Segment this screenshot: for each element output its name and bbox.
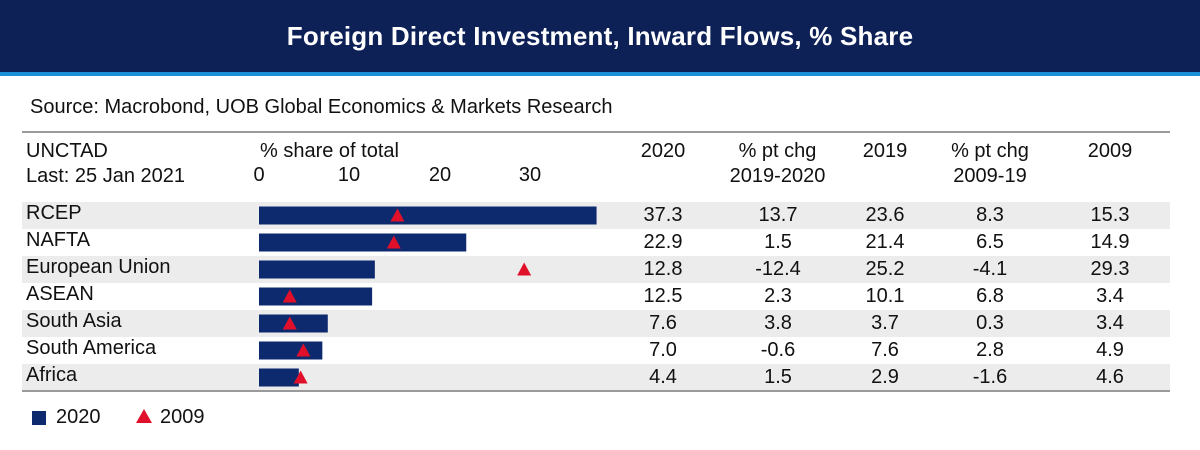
table-row	[22, 310, 1170, 337]
legend-swatch-bar	[32, 411, 46, 425]
bar-2020	[259, 368, 299, 387]
cell-chg-2009-19: -4.1	[972, 258, 1008, 280]
cell-2020: 12.8	[643, 258, 683, 280]
cell-2009: 3.4	[1096, 312, 1124, 334]
cell-2009: 29.3	[1090, 258, 1130, 280]
cell-2019: 7.6	[871, 339, 899, 361]
cell-2020: 4.4	[649, 366, 677, 388]
cell-2019: 3.7	[871, 312, 899, 334]
row-label: South Asia	[26, 310, 122, 332]
chart-title: Foreign Direct Investment, Inward Flows,…	[286, 20, 914, 51]
cell-chg-2019-2020: 2.3	[764, 285, 792, 307]
header-chg2-line2: 2009-19	[953, 165, 1027, 187]
header-last-updated: Last: 25 Jan 2021	[26, 165, 186, 187]
marker-2009	[282, 316, 297, 330]
header-2019: 2019	[862, 140, 908, 162]
cell-chg-2009-19: 8.3	[976, 204, 1004, 226]
title-banner: Foreign Direct Investment, Inward Flows,…	[0, 0, 1200, 76]
cell-2009: 4.9	[1096, 339, 1124, 361]
marker-2009	[517, 262, 532, 276]
cell-2019: 23.6	[865, 204, 905, 226]
header-chg1-line1: % pt chg	[738, 140, 817, 162]
cell-2019: 25.2	[865, 258, 905, 280]
cell-chg-2009-19: 2.8	[976, 339, 1004, 361]
row-label: ASEAN	[26, 283, 94, 305]
bar-2020	[259, 260, 375, 279]
x-tick-label: 0	[253, 164, 265, 186]
table-top-rule	[22, 131, 1170, 133]
cell-2009: 3.4	[1096, 285, 1124, 307]
table-bottom-rule	[22, 390, 1170, 392]
cell-2009: 14.9	[1090, 231, 1130, 253]
marker-2009	[386, 235, 401, 249]
legend-swatch-triangle-icon	[136, 409, 152, 423]
header-chg1-line2: 2019-2020	[729, 165, 826, 187]
x-tick-label: 10	[337, 164, 361, 186]
cell-2020: 22.9	[643, 231, 683, 253]
table-row	[22, 256, 1170, 283]
cell-2019: 21.4	[865, 231, 905, 253]
header-2020: 2020	[640, 140, 686, 162]
header-chg2-line1: % pt chg	[951, 140, 1029, 162]
marker-2009	[282, 289, 297, 303]
cell-chg-2019-2020: 3.8	[764, 312, 792, 334]
cell-chg-2019-2020: -0.6	[760, 339, 796, 361]
x-tick-label: 20	[428, 164, 452, 186]
cell-chg-2019-2020: 1.5	[764, 366, 792, 388]
cell-chg-2019-2020: 13.7	[758, 204, 798, 226]
cell-2020: 7.6	[649, 312, 677, 334]
header-source-name: UNCTAD	[26, 140, 108, 162]
marker-2009	[296, 343, 311, 357]
cell-chg-2019-2020: -12.4	[755, 258, 801, 280]
cell-2019: 2.9	[871, 366, 899, 388]
cell-2009: 15.3	[1090, 204, 1130, 226]
cell-2020: 7.0	[649, 339, 677, 361]
legend-label-2020: 2020	[56, 406, 101, 428]
row-label: European Union	[26, 256, 171, 278]
cell-2020: 12.5	[643, 285, 683, 307]
cell-2009: 4.6	[1096, 366, 1124, 388]
legend-label-2009: 2009	[160, 406, 205, 428]
cell-chg-2009-19: 0.3	[976, 312, 1004, 334]
cell-chg-2009-19: -1.6	[972, 366, 1008, 388]
cell-chg-2019-2020: 1.5	[764, 231, 792, 253]
bar-2020	[259, 206, 597, 225]
bar-2020	[259, 341, 323, 360]
cell-2019: 10.1	[865, 285, 905, 307]
marker-2009	[390, 208, 405, 222]
cell-2020: 37.3	[643, 204, 683, 226]
row-label: RCEP	[26, 202, 82, 224]
axis-title: % share of total	[260, 140, 399, 162]
x-tick-label: 30	[518, 164, 542, 186]
cell-chg-2009-19: 6.5	[976, 231, 1004, 253]
table-row	[22, 364, 1170, 391]
marker-2009	[293, 370, 308, 384]
bar-2020	[259, 287, 373, 306]
source-note: Source: Macrobond, UOB Global Economics …	[30, 96, 613, 118]
cell-chg-2009-19: 6.8	[976, 285, 1004, 307]
row-label: South America	[26, 337, 157, 359]
row-label: Africa	[26, 364, 78, 386]
bar-2020	[259, 233, 467, 252]
row-label: NAFTA	[26, 229, 91, 251]
header-2009: 2009	[1087, 140, 1133, 162]
